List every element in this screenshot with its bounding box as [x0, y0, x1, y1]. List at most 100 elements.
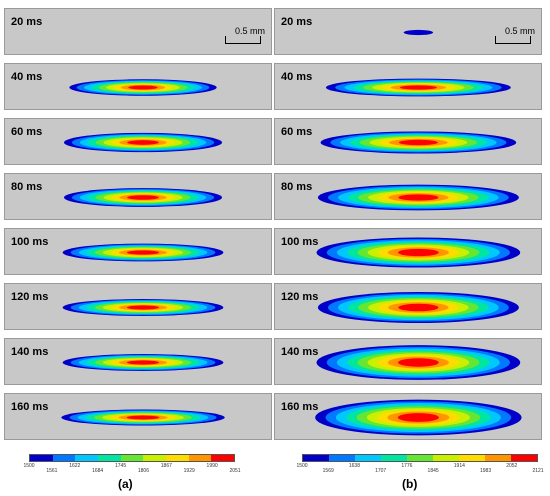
- melt-pool-contour: [316, 345, 521, 380]
- melt-pool-contour: [317, 291, 519, 324]
- colorbar-swatch: [485, 455, 511, 461]
- melt-pool-contour: [63, 132, 223, 153]
- colorbar-swatch: [459, 455, 485, 461]
- colorbar-tick-label: 1867: [160, 463, 172, 469]
- colorbar-tick-label: 2051: [229, 468, 241, 474]
- caption-a: (a): [118, 477, 133, 491]
- contour-level-9: [127, 140, 159, 145]
- column-a-panel-4: 80 ms: [4, 173, 272, 220]
- colorbar-swatch: [52, 455, 76, 461]
- colorbar-tick-label: 2052: [506, 463, 518, 469]
- contour-level-9: [126, 250, 160, 255]
- colorbar-tick-label: 1776: [401, 463, 413, 469]
- time-label: 100 ms: [281, 236, 319, 248]
- column-a-panel-8: 160 ms: [4, 393, 272, 440]
- time-label: 60 ms: [281, 126, 313, 138]
- colorbar-tick-label: 2121: [532, 468, 544, 474]
- colorbar-tick-label: 1707: [375, 468, 387, 474]
- colorbar-tick-label: 1845: [427, 468, 439, 474]
- colorbar-swatch: [303, 455, 329, 461]
- caption-b: (b): [402, 477, 418, 491]
- column-b-panel-4: 80 ms: [274, 173, 542, 220]
- colorbar-swatch: [211, 455, 235, 461]
- colorbar-swatch: [355, 455, 381, 461]
- melt-pool-contour: [63, 188, 223, 207]
- colorbar-tick-label: 1684: [92, 468, 104, 474]
- time-label: 120 ms: [281, 291, 319, 303]
- colorbar-b: [302, 454, 538, 462]
- column-b-panel-7: 140 ms: [274, 338, 542, 385]
- time-label: 60 ms: [11, 126, 43, 138]
- time-label: 120 ms: [11, 291, 49, 303]
- colorbar-tick-label: 1569: [322, 468, 334, 474]
- time-label: 160 ms: [281, 401, 319, 413]
- colorbar-tick-label: 1929: [183, 468, 195, 474]
- colorbar-swatch: [30, 455, 53, 461]
- melt-pool-contour: [317, 184, 519, 211]
- column-a-panel-3: 60 ms: [4, 118, 272, 165]
- time-label: 140 ms: [281, 346, 319, 358]
- column-b-panel-2: 40 ms: [274, 63, 542, 110]
- column-b-panel-5: 100 ms: [274, 228, 542, 275]
- scale-bar-label: 0.5 mm: [504, 26, 535, 36]
- contour-level-9: [398, 194, 439, 201]
- time-label: 80 ms: [281, 181, 313, 193]
- colorbar-swatch: [120, 455, 144, 461]
- colorbar-tick-label: 1638: [348, 463, 360, 469]
- colorbar-swatch: [75, 455, 99, 461]
- contour-level-9: [128, 85, 158, 90]
- time-label: 40 ms: [11, 71, 43, 83]
- column-b-panel-8: 160 ms: [274, 393, 542, 440]
- colorbar-tick-label: 1622: [69, 463, 81, 469]
- colorbar-swatch: [166, 455, 189, 461]
- contour-level-9: [398, 248, 439, 257]
- column-b-panel-6: 120 ms: [274, 283, 542, 330]
- time-label: 20 ms: [11, 16, 43, 28]
- melt-pool-contour: [315, 399, 522, 436]
- colorbar-swatch: [433, 455, 459, 461]
- colorbar-swatch: [511, 455, 537, 461]
- melt-pool-contour: [62, 243, 224, 262]
- melt-pool-contour: [403, 29, 434, 36]
- time-label: 80 ms: [11, 181, 43, 193]
- melt-pool-contour: [62, 299, 224, 316]
- column-a-panel-5: 100 ms: [4, 228, 272, 275]
- colorbar-tick-label: 1561: [46, 468, 58, 474]
- contour-level-9: [397, 413, 440, 422]
- column-a-panel-7: 140 ms: [4, 338, 272, 385]
- colorbar-tick-label: 1983: [479, 468, 492, 474]
- scale-bar: [225, 36, 261, 44]
- contour-level-9: [127, 195, 159, 200]
- colorbar-swatch: [143, 455, 167, 461]
- melt-pool-contour: [325, 78, 511, 97]
- contour-level-1: [403, 29, 434, 36]
- column-a-panel-6: 120 ms: [4, 283, 272, 330]
- time-label: 20 ms: [281, 16, 313, 28]
- contour-level-9: [399, 85, 437, 90]
- scale-bar: [495, 36, 531, 44]
- time-label: 160 ms: [11, 401, 49, 413]
- colorbar-tick-label: 1914: [453, 463, 465, 469]
- melt-pool-contour: [69, 79, 217, 96]
- colorbar-tick-label: 1745: [114, 463, 127, 469]
- melt-pool-contour: [62, 354, 224, 371]
- melt-pool-contour: [61, 409, 225, 426]
- contour-level-9: [398, 358, 439, 367]
- contour-level-9: [398, 139, 438, 146]
- colorbar-b-ticks: 1500 1569 1638 1707 1776 1845 1914 1983 2052 2121: [296, 463, 543, 474]
- time-label: 140 ms: [11, 346, 49, 358]
- column-a-panel-1: 20 ms 0.5 mm: [4, 8, 272, 55]
- colorbar-swatch: [98, 455, 121, 461]
- melt-pool-contour: [316, 237, 521, 268]
- colorbar-tick-label: 1500: [296, 463, 308, 469]
- colorbar-swatch: [188, 455, 212, 461]
- melt-pool-contour: [320, 131, 517, 154]
- colorbar-a-ticks: 1500 1561 1622 1684 1745 1806 1867 1929 1990 2051: [23, 463, 240, 474]
- colorbar-a: [29, 454, 235, 462]
- column-a-panel-2: 40 ms: [4, 63, 272, 110]
- colorbar-swatch: [329, 455, 355, 461]
- time-label: 100 ms: [11, 236, 49, 248]
- column-b-panel-3: 60 ms: [274, 118, 542, 165]
- scale-bar-label: 0.5 mm: [234, 26, 265, 36]
- colorbar-tick-label: 1806: [137, 468, 149, 474]
